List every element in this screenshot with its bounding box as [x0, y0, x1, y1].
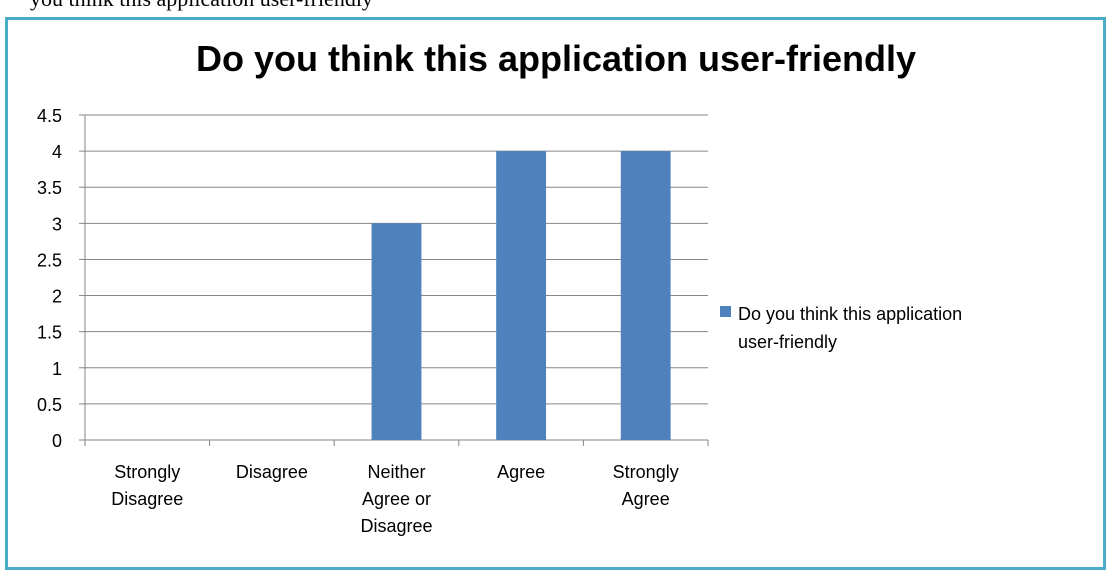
- y-tick-label: 1: [52, 359, 62, 379]
- x-category-label: Disagree: [360, 516, 432, 536]
- legend-swatch: [720, 306, 731, 317]
- legend-label: user-friendly: [738, 332, 837, 352]
- y-tick-label: 3.5: [37, 178, 62, 198]
- y-tick-label: 3: [52, 214, 62, 234]
- x-category-label: Agree: [497, 462, 545, 482]
- bars: [371, 151, 671, 440]
- y-tick-label: 0.5: [37, 395, 62, 415]
- x-category-label: Strongly: [114, 462, 180, 482]
- bar: [496, 151, 547, 440]
- y-tick-label: 2: [52, 287, 62, 307]
- chart-frame: [5, 17, 1106, 570]
- bar: [620, 151, 671, 440]
- legend: Do you think this application user-friend…: [720, 304, 962, 352]
- y-tick-label: 4.5: [37, 106, 62, 126]
- page-top-text: you think this application user-friendly: [30, 0, 373, 12]
- x-category-label: Agree or: [362, 489, 431, 509]
- bar: [371, 223, 422, 440]
- y-tick-label: 1.5: [37, 323, 62, 343]
- axis-labels: 0 0.5 1 1.5 2 2.5 3 3.5 4 4.5 Strongly Disagree Disa…: [37, 106, 679, 536]
- x-category-label: Agree: [622, 489, 670, 509]
- x-category-label: Disagree: [111, 489, 183, 509]
- x-category-label: Strongly: [613, 462, 679, 482]
- x-category-label: Neither: [367, 462, 425, 482]
- x-category-label: Disagree: [236, 462, 308, 482]
- legend-label: Do you think this application: [738, 304, 962, 324]
- y-tick-label: 4: [52, 142, 62, 162]
- chart-title: Do you think this application user-frien…: [196, 38, 916, 79]
- y-tick-label: 2.5: [37, 250, 62, 270]
- y-tick-label: 0: [52, 431, 62, 451]
